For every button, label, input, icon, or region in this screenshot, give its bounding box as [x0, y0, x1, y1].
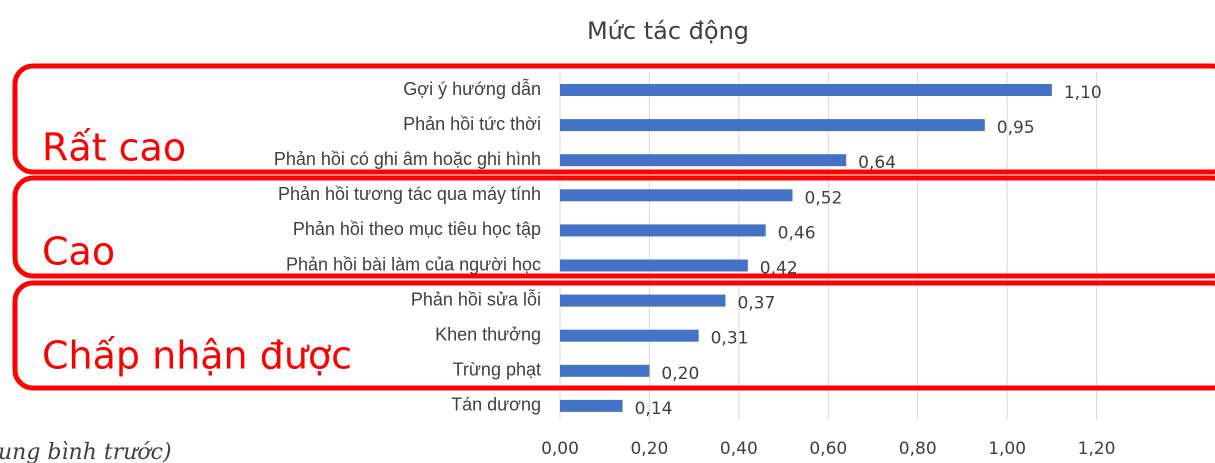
- group-box: [12, 175, 1215, 279]
- bar: [560, 399, 623, 412]
- x-tick-label: 1,00: [988, 439, 1026, 459]
- bar: [560, 329, 699, 342]
- value-label: 0,31: [711, 329, 749, 349]
- y-tick-label: Phản hồi có ghi âm hoặc ghi hình: [274, 149, 541, 169]
- value-label: 1,10: [1064, 83, 1102, 103]
- x-tick-label: 0,60: [809, 439, 847, 459]
- group-label: Chấp nhận được: [42, 334, 352, 378]
- group-box: [12, 63, 1215, 175]
- y-tick-label: Trừng phạt: [453, 360, 541, 380]
- value-label: 0,14: [635, 399, 673, 419]
- y-tick-label: Phản hồi theo mục tiêu học tập: [293, 219, 541, 239]
- y-tick-label: Phản hồi tương tác qua máy tính: [278, 184, 541, 204]
- x-tick-label: 0,20: [630, 439, 668, 459]
- group-label: Rất cao: [42, 126, 186, 170]
- value-label: 0,95: [997, 118, 1035, 138]
- y-tick-label: Tán dương: [451, 395, 541, 415]
- x-tick-label: 1,20: [1078, 439, 1116, 459]
- bar: [560, 294, 726, 307]
- bar: [560, 84, 1052, 96]
- y-tick-label: Gợi ý hướng dẫn: [403, 78, 541, 99]
- bar: [560, 224, 766, 237]
- caption: ung bình trước): [0, 440, 172, 463]
- group-label: Cao: [42, 230, 115, 274]
- bar: [560, 259, 748, 272]
- value-label: 0,37: [737, 294, 775, 314]
- x-tick-label: 0,00: [541, 439, 579, 459]
- value-label: 0,64: [858, 153, 896, 173]
- y-tick-label: Phản hồi sửa lỗi: [411, 288, 541, 309]
- y-tick-label: Phản hồi bài làm của người học: [286, 254, 541, 274]
- y-tick-label: Phản hồi tức thời: [403, 114, 541, 134]
- group-box: [12, 280, 1215, 391]
- bar: [560, 154, 847, 167]
- y-tick-label: Khen thưởng: [435, 324, 541, 344]
- bar: [560, 189, 793, 202]
- x-tick-label: 0,80: [899, 439, 937, 459]
- value-label: 0,20: [661, 364, 699, 384]
- value-label: 0,52: [805, 188, 843, 208]
- chart-title: Mức tác động: [587, 17, 749, 45]
- value-label: 0,46: [778, 223, 816, 243]
- bar: [560, 364, 650, 377]
- x-tick-label: 0,40: [720, 439, 758, 459]
- bar: [560, 119, 985, 132]
